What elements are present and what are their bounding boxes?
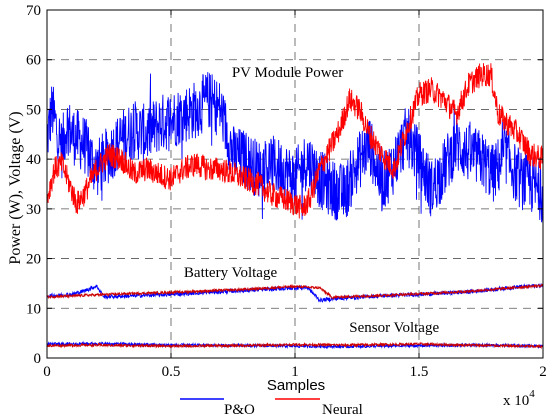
annotations: PV Module Power Battery Voltage Sensor Vol… [184,65,440,336]
legend: P&O Neural [180,398,363,418]
series-line-pv-module-power-po [46,72,544,224]
x-tick-label-2: 1 [291,364,299,380]
x-tick-label-0: 0 [43,364,51,380]
y-tick-label-2: 20 [26,252,41,268]
series-lines [46,63,544,350]
y-tick-label-6: 60 [26,53,41,69]
annotation-pv-module-power: PV Module Power [232,65,343,81]
x-multiplier: x 104 [503,388,535,409]
y-tick-label-3: 30 [26,202,41,218]
axes [46,9,544,359]
annotation-sensor-voltage: Sensor Voltage [349,320,439,336]
x-axis-label: Samples [267,377,325,394]
y-axis-label: Power (W), Voltage (V) [7,111,24,264]
x-tick-label-4: 2 [539,364,547,380]
x-multiplier-base: x 10 [503,393,529,409]
legend-label-po: P&O [224,402,255,418]
y-tick-label-5: 50 [26,102,41,118]
series-line-pv-module-power-neural [46,63,544,219]
x-tick-label-1: 0.5 [162,364,181,380]
y-tick-label-4: 40 [26,152,41,168]
annotation-battery-voltage: Battery Voltage [184,265,278,281]
legend-label-neural: Neural [322,402,363,418]
series-line-sensor-voltage-neural [46,341,544,350]
x-multiplier-exp: 4 [529,388,535,400]
series-line-battery-voltage-neural [46,283,544,301]
x-tick-label-3: 1.5 [410,364,429,380]
y-tick-label-0: 0 [34,351,42,367]
series-line-sensor-voltage-po [46,340,544,350]
y-tick-label-7: 70 [26,3,41,19]
y-tick-label-1: 10 [26,301,41,317]
